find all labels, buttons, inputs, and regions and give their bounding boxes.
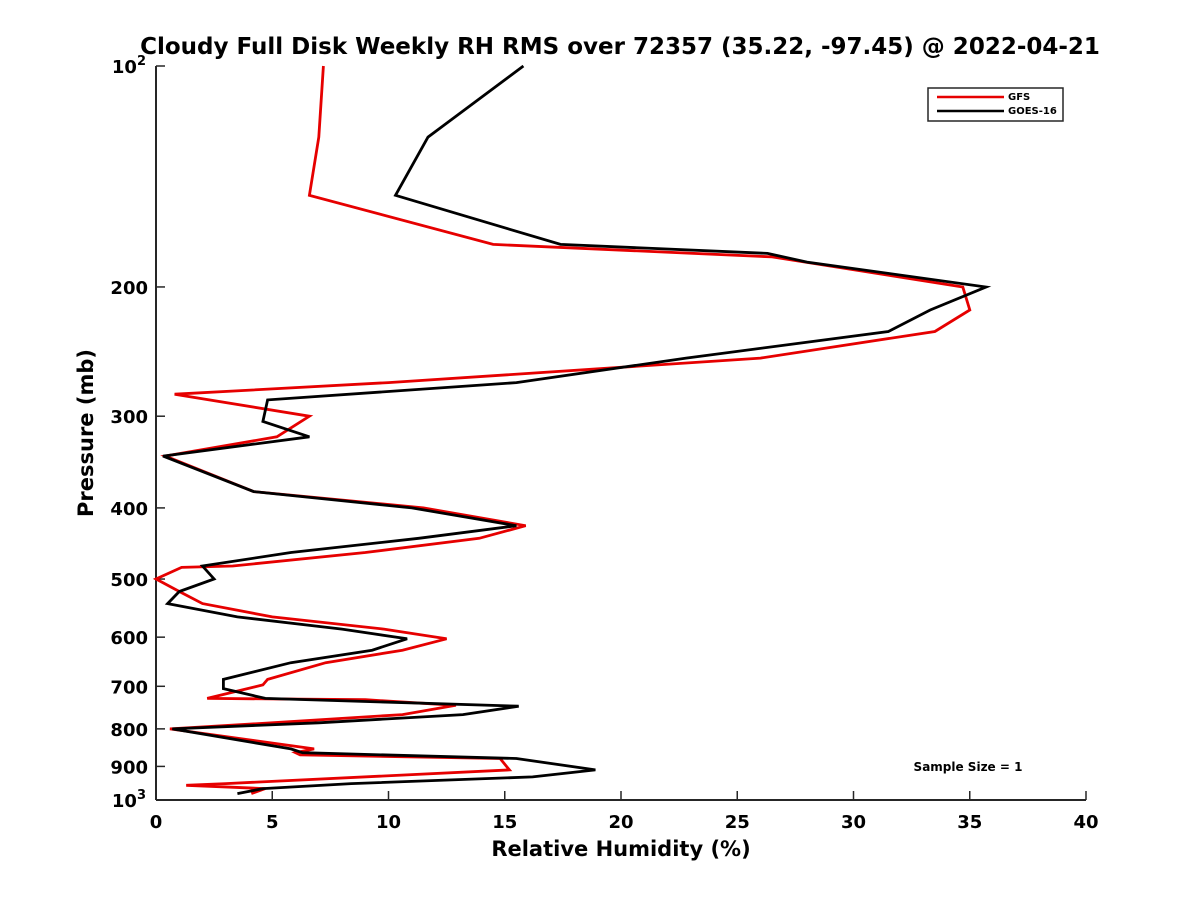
x-tick-label: 10 — [376, 812, 401, 833]
sample-size-annotation: Sample Size = 1 — [914, 760, 1023, 774]
y-tick-label: 500 — [110, 570, 148, 591]
series-line-gfs — [152, 65, 972, 795]
plot-area: 0 5 10 15 20 25 30 35 40 200 300 400 500 600 700 800 90… — [110, 54, 1098, 833]
y-axis-label: Pressure (mb) — [74, 349, 98, 517]
chart-title: Cloudy Full Disk Weekly RH RMS over 7235… — [140, 34, 1100, 60]
x-tick-label: 0 — [150, 812, 163, 833]
x-tick-label: 30 — [841, 812, 866, 833]
legend-label-gfs: GFS — [1008, 92, 1030, 103]
series-layer — [152, 64, 992, 795]
x-tick-label: 15 — [492, 812, 517, 833]
y-axis-ticks: 200 300 400 500 600 700 800 900 102 103 — [110, 54, 165, 812]
y-tick-label: 200 — [110, 278, 148, 299]
y-tick-label: 400 — [110, 499, 148, 520]
x-tick-label: 35 — [957, 812, 982, 833]
legend-label-goes16: GOES-16 — [1008, 106, 1057, 117]
x-tick-label: 20 — [608, 812, 633, 833]
y-tick-label: 800 — [110, 720, 148, 741]
legend-box — [927, 87, 1064, 122]
y-tick-label: 300 — [110, 407, 148, 428]
x-tick-label: 25 — [725, 812, 750, 833]
x-axis-ticks: 0 5 10 15 20 25 30 35 40 — [150, 791, 1099, 833]
y-tick-label: 600 — [110, 628, 148, 649]
x-tick-label: 40 — [1073, 812, 1098, 833]
y-tick-label: 700 — [110, 677, 148, 698]
legend: GFS GOES-16 — [927, 87, 1064, 122]
y-tick-label-power: 103 — [112, 788, 146, 812]
series-line-goes16 — [162, 64, 992, 795]
y-tick-label: 900 — [110, 757, 148, 778]
x-tick-label: 5 — [266, 812, 279, 833]
y-tick-label-power: 102 — [112, 54, 146, 78]
x-axis-label: Relative Humidity (%) — [491, 837, 750, 861]
